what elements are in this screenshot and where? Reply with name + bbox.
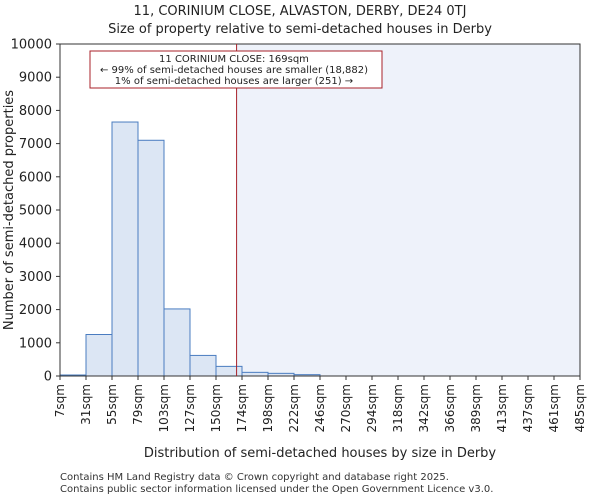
x-tick-label: 318sqm <box>391 384 405 432</box>
histogram-bar <box>163 308 191 377</box>
y-tick-label: 6000 <box>19 170 52 185</box>
annotation-line: ← 99% of semi-detached houses are smalle… <box>100 65 368 76</box>
y-tick-label: 10000 <box>11 38 52 53</box>
x-tick-label: 461sqm <box>547 384 561 432</box>
y-tick-label: 2000 <box>19 303 52 318</box>
x-tick-label: 366sqm <box>443 384 457 432</box>
x-tick-label: 79sqm <box>131 384 145 425</box>
x-tick-label: 389sqm <box>469 384 483 432</box>
histogram-bar <box>85 334 113 377</box>
footer-licence: Contains public sector information licen… <box>60 484 494 495</box>
x-tick-label: 103sqm <box>157 384 171 432</box>
x-tick-label: 437sqm <box>521 384 535 432</box>
histogram-bar <box>137 139 165 377</box>
x-tick-label: 150sqm <box>209 384 223 432</box>
x-tick-label: 55sqm <box>105 384 119 425</box>
histogram-bar <box>215 365 243 377</box>
x-axis-label: Distribution of semi-detached houses by … <box>144 446 497 461</box>
x-tick-label: 294sqm <box>365 384 379 432</box>
x-tick-label: 198sqm <box>261 384 275 432</box>
y-tick-label: 1000 <box>19 336 52 351</box>
footer-copyright: Contains HM Land Registry data © Crown c… <box>60 472 449 483</box>
y-tick-label: 4000 <box>19 237 52 252</box>
y-tick-label: 8000 <box>19 104 52 119</box>
x-tick-label: 222sqm <box>287 384 301 432</box>
x-tick-label: 246sqm <box>313 384 327 432</box>
histogram-bar <box>189 354 217 377</box>
y-tick-label: 0 <box>44 370 52 385</box>
y-tick-label: 7000 <box>19 137 52 152</box>
histogram-bar <box>111 121 139 377</box>
annotation-box <box>89 50 383 89</box>
chart-subtitle: Size of property relative to semi-detach… <box>108 22 492 37</box>
x-tick-label: 7sqm <box>53 384 67 417</box>
x-tick-label: 31sqm <box>79 384 93 425</box>
y-axis-label: Number of semi-detached properties <box>2 90 17 330</box>
histogram-bar <box>241 371 269 377</box>
x-tick-label: 342sqm <box>417 384 431 432</box>
y-tick-label: 3000 <box>19 270 52 285</box>
x-tick-label: 127sqm <box>183 384 197 432</box>
y-tick-label: 5000 <box>19 204 52 219</box>
y-tick-label: 9000 <box>19 71 52 86</box>
highlight-region <box>236 44 581 376</box>
annotation-line: 1% of semi-detached houses are larger (2… <box>115 76 353 87</box>
x-tick-label: 174sqm <box>235 384 249 432</box>
annotation-line: 11 CORINIUM CLOSE: 169sqm <box>159 54 309 65</box>
x-tick-label: 270sqm <box>339 384 353 432</box>
chart-title: 11, CORINIUM CLOSE, ALVASTON, DERBY, DE2… <box>133 4 467 19</box>
x-tick-label: 413sqm <box>495 384 509 432</box>
x-tick-label: 485sqm <box>573 384 587 432</box>
